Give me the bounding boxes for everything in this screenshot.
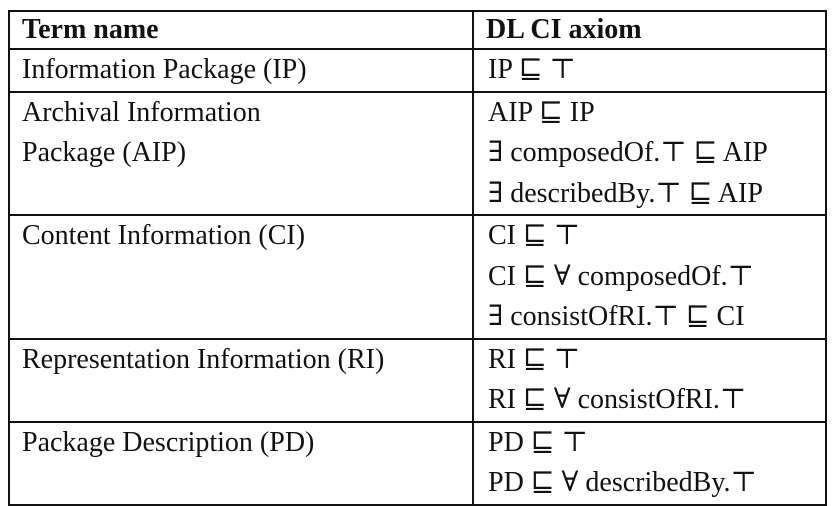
axiom-line: ∃ consistOfRI.⊤ ⊑ CI — [488, 301, 745, 332]
table-row-ri: Representation Information (RI) RI ⊑ ⊤ R… — [8, 337, 827, 423]
axiom-cell: PD ⊑ ⊤ PD ⊑ ∀ describedBy.⊤ — [472, 420, 827, 506]
term-line: Archival Information — [22, 96, 261, 128]
term-cell: Representation Information (RI) — [8, 337, 474, 423]
axiom-line: PD ⊑ ∀ describedBy.⊤ — [488, 467, 757, 498]
axiom-line: RI ⊑ ⊤ — [488, 343, 581, 375]
table-row-pd: Package Description (PD) PD ⊑ ⊤ PD ⊑ ∀ d… — [8, 420, 827, 506]
axiom-line: CI ⊑ ∀ composedOf.⊤ — [488, 260, 754, 292]
header-dl-ci-axiom: DL CI axiom — [472, 10, 827, 50]
table-row-aip: Archival Information Package (AIP) AIP ⊑… — [8, 90, 827, 216]
term-line: Content Information (CI) — [22, 220, 306, 251]
term-cell: Archival Information Package (AIP) — [8, 90, 474, 216]
term-cell: Content Information (CI) — [8, 214, 474, 340]
axiom-table: Term name DL CI axiom Information Packag… — [8, 10, 827, 506]
header-term-name: Term name — [8, 10, 474, 50]
axiom-line: AIP ⊑ IP — [488, 96, 595, 128]
term-line: Representation Information (RI) — [22, 343, 385, 375]
term-cell: Information Package (IP) — [8, 48, 474, 93]
axiom-cell: CI ⊑ ⊤ CI ⊑ ∀ composedOf.⊤ ∃ consistOfRI… — [472, 214, 827, 340]
header-row: Term name DL CI axiom — [8, 10, 827, 50]
term-line: Information Package (IP) — [22, 54, 307, 85]
term-line: Package (AIP) — [22, 137, 187, 168]
axiom-line: CI ⊑ ⊤ — [488, 220, 581, 251]
table-row-ip: Information Package (IP) IP ⊑ ⊤ — [8, 48, 827, 93]
term-line: Package Description (PD) — [22, 426, 315, 458]
axiom-cell: RI ⊑ ⊤ RI ⊑ ∀ consistOfRI.⊤ — [472, 337, 827, 423]
table-row-ci: Content Information (CI) CI ⊑ ⊤ CI ⊑ ∀ c… — [8, 214, 827, 340]
axiom-line: IP ⊑ ⊤ — [488, 54, 576, 85]
axiom-line: PD ⊑ ⊤ — [488, 426, 588, 458]
term-cell: Package Description (PD) — [8, 420, 474, 506]
axiom-line: ∃ describedBy.⊤ ⊑ AIP — [488, 177, 763, 209]
axiom-cell: AIP ⊑ IP ∃ composedOf.⊤ ⊑ AIP ∃ describe… — [472, 90, 827, 216]
axiom-cell: IP ⊑ ⊤ — [472, 48, 827, 93]
axiom-line: ∃ composedOf.⊤ ⊑ AIP — [488, 137, 768, 168]
axiom-line: RI ⊑ ∀ consistOfRI.⊤ — [488, 384, 747, 415]
